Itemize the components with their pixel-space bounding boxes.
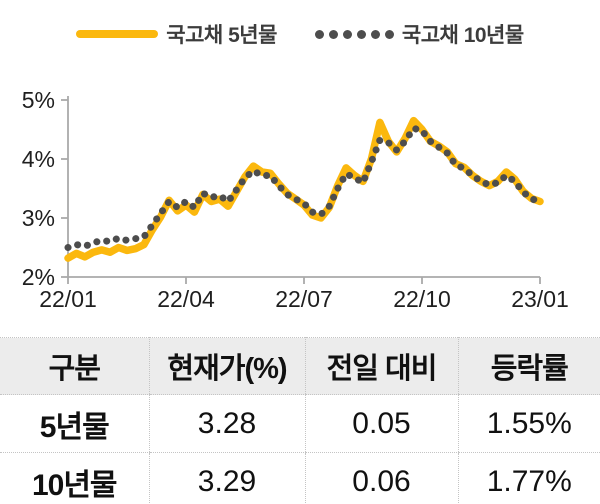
solid-line-swatch	[76, 30, 159, 38]
yield-chart: 5% 4% 3% 2%22/01 22/04 22/07 22/10 23/01	[22, 87, 569, 312]
rate-5yr: 1.55%	[457, 394, 600, 453]
row-label-10yr: 10년물	[31, 468, 118, 502]
price-5yr: 3.28	[148, 394, 305, 453]
row-label-5yr: 5년물	[0, 394, 149, 453]
chart-legend: 국고채 5년물 국고채 10년물	[0, 19, 600, 49]
legend-item-5yr: 국고채 5년물	[76, 19, 277, 49]
change-10yr: 0.06	[304, 452, 458, 504]
legend-label-10yr: 국고채 10년물	[401, 24, 524, 47]
y-tick-label: 2%	[22, 264, 55, 290]
y-tick-label: 4%	[22, 146, 55, 172]
legend-item-10yr: 국고채 10년물	[314, 19, 524, 49]
price-10yr: 3.29	[148, 452, 305, 504]
y-tick-label: 5%	[22, 87, 55, 113]
x-tick-label: 23/01	[511, 286, 569, 312]
x-tick-label: 22/04	[157, 286, 215, 312]
table-header-row: 구분 현재가(%) 전일 대비 등락률	[0, 337, 600, 395]
table-row-10yr: 10년물 3.29 0.06 1.77%	[0, 452, 600, 504]
series-dots-10yr	[64, 124, 544, 251]
col-header-current-price: 현재가(%)	[148, 337, 305, 395]
table-row-5yr: 5년물 3.28 0.05 1.55%	[0, 394, 600, 453]
x-tick-label: 22/07	[275, 286, 333, 312]
col-header-category: 구분	[0, 337, 149, 395]
x-tick-label: 22/01	[39, 286, 97, 312]
change-5yr: 0.05	[304, 394, 458, 453]
rate-10yr: 1.77%	[457, 452, 600, 504]
col-header-change-rate: 등락률	[457, 337, 600, 395]
y-tick-label: 3%	[22, 205, 55, 231]
bond-quote-table: 구분 현재가(%) 전일 대비 등락률 5년물 3.28 0.05 1.55% …	[0, 337, 600, 504]
legend-label-5yr: 국고채 5년물	[166, 24, 277, 47]
dotted-line-swatch	[314, 29, 394, 39]
x-tick-label: 22/10	[393, 286, 451, 312]
col-header-day-change: 전일 대비	[304, 337, 458, 395]
